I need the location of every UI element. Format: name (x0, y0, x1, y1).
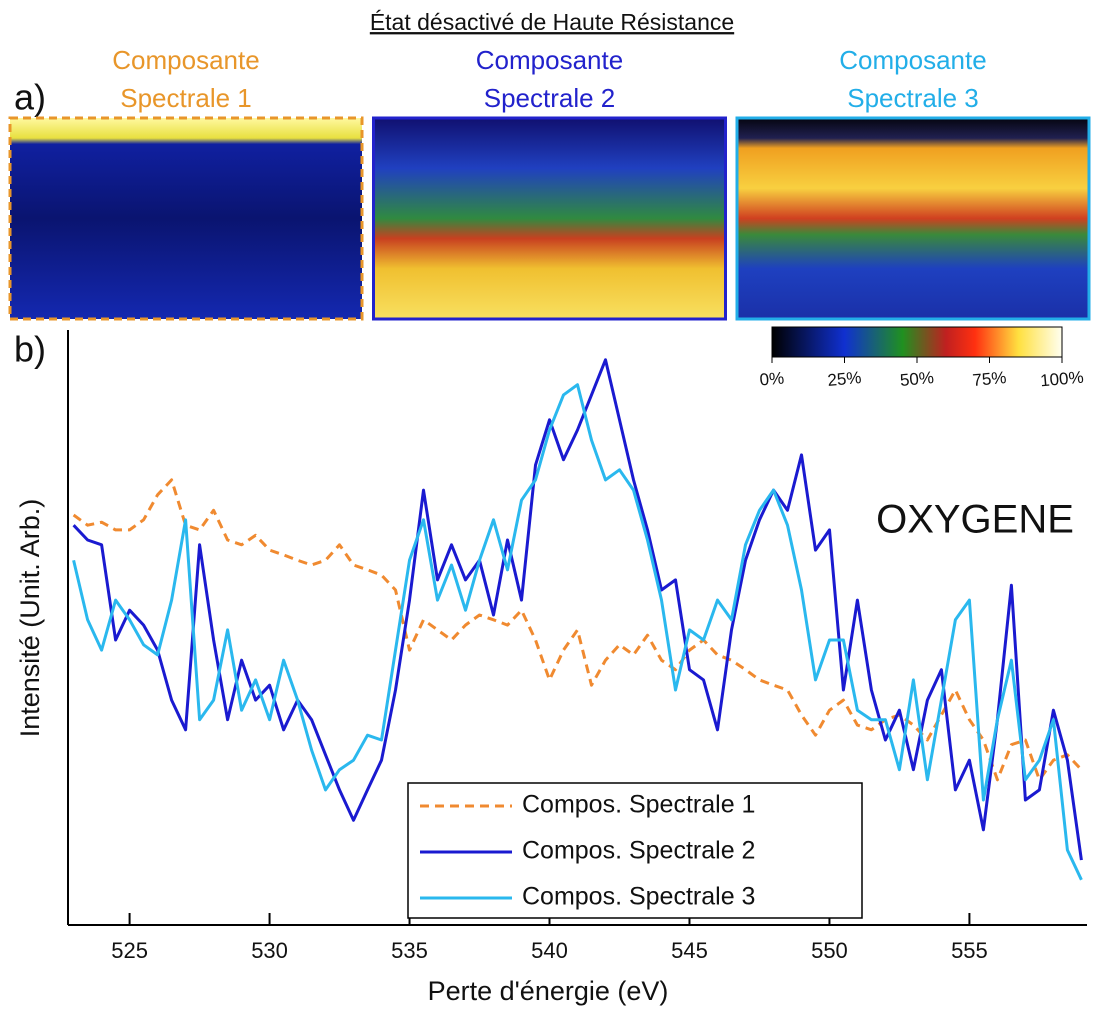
x-tick-label: 525 (111, 938, 148, 963)
x-tick-label: 555 (951, 938, 988, 963)
colorbar-tick-label: 75% (972, 368, 1008, 390)
x-tick-label: 540 (531, 938, 568, 963)
series-line (72, 358, 1083, 861)
legend-label: Compos. Spectrale 1 (522, 791, 755, 819)
map-image (8, 116, 364, 321)
annotation: OXYGENE (876, 498, 1074, 542)
map-title: Spectrale 2 (484, 83, 616, 113)
series-line (72, 383, 1083, 881)
panel-label: b) (14, 329, 46, 370)
map-title: Composante (839, 45, 986, 75)
map-title: Spectrale 1 (120, 83, 252, 113)
x-tick-label: 535 (391, 938, 428, 963)
map-title: Spectrale 3 (847, 83, 979, 113)
colorbar (771, 326, 1063, 358)
x-axis-label: Perte d'énergie (eV) (428, 976, 669, 1006)
panel-label: a) (14, 77, 46, 118)
colorbar-tick-label: 0% (759, 368, 785, 389)
x-tick-label: 550 (811, 938, 848, 963)
series-line (72, 478, 1083, 782)
map-title: Composante (112, 45, 259, 75)
figure-title: État désactivé de Haute Résistance (370, 9, 734, 35)
colorbar-tick-label: 100% (1039, 368, 1084, 391)
map-title: Composante (476, 45, 623, 75)
map-image (735, 116, 1091, 321)
colorbar-tick-label: 50% (899, 368, 935, 390)
map-image (372, 116, 727, 321)
x-tick-label: 530 (251, 938, 288, 963)
y-axis-label: Intensité (Unit. Arb.) (15, 499, 45, 738)
legend-label: Compos. Spectrale 2 (522, 837, 755, 865)
x-tick-label: 545 (671, 938, 708, 963)
legend-label: Compos. Spectrale 3 (522, 883, 755, 911)
colorbar-tick-label: 25% (827, 368, 863, 390)
